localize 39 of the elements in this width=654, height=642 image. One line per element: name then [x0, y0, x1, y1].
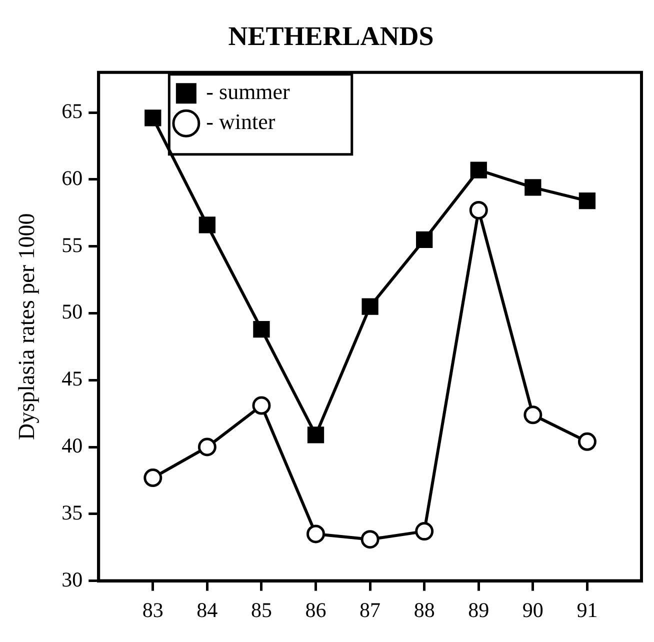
y-tick-label: 50	[62, 300, 83, 324]
y-tick-label: 55	[62, 232, 83, 257]
point	[524, 179, 542, 196]
point	[198, 216, 216, 234]
x-tick-label: 89	[468, 598, 490, 622]
point	[469, 200, 488, 220]
point	[253, 320, 270, 338]
y-tick-label: 60	[62, 166, 83, 190]
point	[198, 438, 216, 456]
point	[578, 432, 596, 451]
x-tick-label: 90	[522, 598, 544, 622]
legend-label: - summer	[206, 79, 291, 104]
legend-label: - winter	[206, 109, 276, 134]
y-tick-label: 30	[62, 567, 83, 592]
x-tick-label: 84	[196, 598, 218, 622]
x-tick-label: 88	[414, 598, 435, 622]
point	[416, 231, 433, 248]
y-tick-label: 65	[62, 99, 83, 124]
x-tick-label: 87	[360, 598, 381, 622]
chart-title: NETHERLANDS	[228, 21, 434, 52]
point	[144, 110, 162, 126]
y-tick-label: 45	[62, 366, 83, 391]
y-axis-title: Dysplasia rates per 1000	[14, 213, 39, 440]
y-tick-label: 35	[62, 500, 83, 524]
point	[524, 406, 542, 424]
x-tick-label: 91	[576, 598, 598, 622]
x-tick-label: 86	[305, 598, 326, 622]
point	[144, 468, 162, 488]
point	[360, 530, 380, 549]
point	[578, 192, 596, 210]
point	[306, 524, 326, 544]
point	[362, 298, 378, 315]
y-tick-label: 40	[62, 434, 83, 458]
x-tick-label: 85	[250, 598, 272, 622]
point	[307, 426, 324, 444]
point	[252, 396, 271, 415]
x-tick-label: 83	[142, 598, 164, 622]
point	[470, 162, 487, 178]
point	[415, 522, 434, 541]
